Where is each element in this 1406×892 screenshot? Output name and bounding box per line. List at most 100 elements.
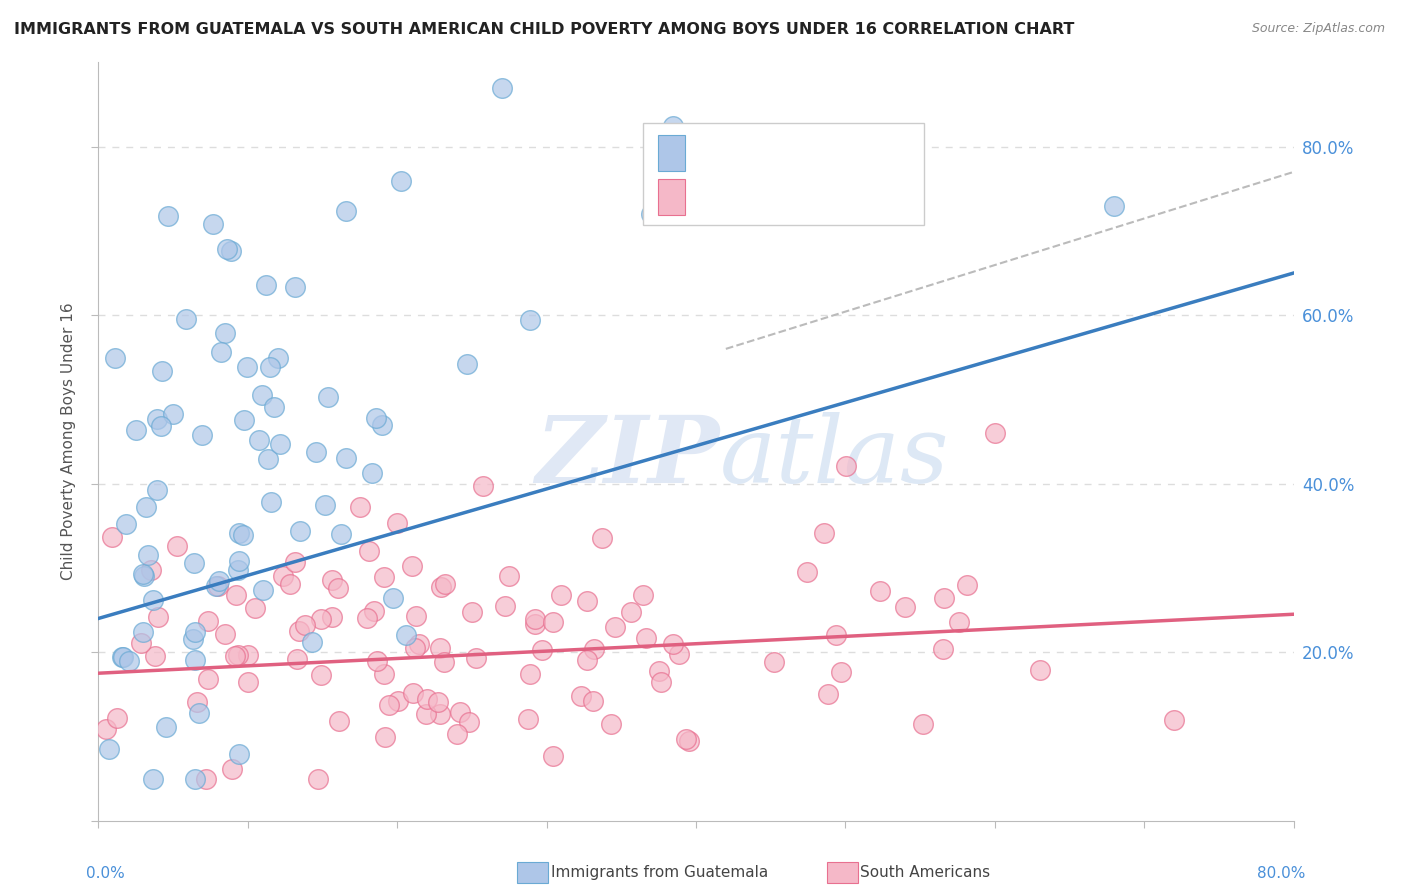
- Point: [166, 539, 188, 553]
- Point: [830, 665, 852, 680]
- Point: [415, 706, 437, 721]
- Point: [115, 517, 138, 532]
- Point: [250, 388, 273, 402]
- Point: [373, 569, 395, 583]
- Point: [209, 345, 232, 359]
- Point: [150, 419, 173, 434]
- Point: [288, 524, 311, 538]
- Point: [236, 359, 259, 374]
- Point: [385, 516, 408, 530]
- Point: [197, 672, 219, 686]
- Point: [894, 600, 917, 615]
- Point: [284, 280, 307, 294]
- Point: [429, 640, 451, 655]
- Point: [183, 653, 205, 667]
- Text: 0.116: 0.116: [733, 188, 785, 206]
- Point: [136, 548, 159, 562]
- Text: R =: R =: [690, 145, 725, 162]
- Y-axis label: Child Poverty Among Boys Under 16: Child Poverty Among Boys Under 16: [60, 302, 76, 581]
- Point: [763, 655, 786, 669]
- Text: Immigrants from Guatemala: Immigrants from Guatemala: [551, 865, 769, 880]
- Point: [825, 628, 848, 642]
- Point: [188, 706, 211, 720]
- Point: [249, 433, 271, 447]
- Point: [162, 408, 184, 422]
- Point: [931, 641, 953, 656]
- Point: [301, 634, 323, 648]
- Point: [129, 636, 152, 650]
- Text: R =: R =: [690, 188, 725, 206]
- Point: [225, 588, 247, 602]
- Point: [236, 648, 259, 662]
- Point: [869, 584, 891, 599]
- Point: [433, 577, 456, 591]
- Point: [912, 717, 935, 731]
- Text: Source: ZipAtlas.com: Source: ZipAtlas.com: [1251, 22, 1385, 36]
- Point: [446, 726, 468, 740]
- Point: [112, 650, 135, 665]
- Point: [236, 675, 259, 690]
- Point: [132, 567, 155, 582]
- Point: [259, 495, 281, 509]
- Point: [143, 648, 166, 663]
- Point: [207, 579, 229, 593]
- Point: [366, 654, 388, 668]
- Point: [111, 650, 134, 665]
- Point: [1029, 663, 1052, 677]
- Point: [524, 617, 547, 632]
- Point: [174, 311, 197, 326]
- Point: [157, 209, 180, 223]
- Point: [404, 641, 426, 656]
- Point: [389, 174, 412, 188]
- Point: [146, 610, 169, 624]
- Point: [183, 556, 205, 570]
- Point: [357, 544, 380, 558]
- Point: [150, 364, 173, 378]
- Point: [576, 593, 599, 607]
- Point: [245, 600, 267, 615]
- Point: [252, 583, 274, 598]
- Point: [401, 558, 423, 573]
- Point: [494, 599, 516, 614]
- Point: [523, 612, 546, 626]
- Point: [118, 654, 141, 668]
- Point: [465, 651, 488, 665]
- Point: [335, 450, 357, 465]
- Point: [648, 664, 671, 678]
- Point: [263, 400, 285, 414]
- Point: [361, 466, 384, 480]
- Point: [363, 604, 385, 618]
- Point: [254, 278, 277, 293]
- Point: [364, 410, 387, 425]
- Point: [661, 119, 683, 133]
- Point: [349, 500, 371, 514]
- Point: [675, 732, 697, 747]
- Point: [650, 675, 672, 690]
- Point: [371, 418, 394, 433]
- Point: [101, 530, 124, 544]
- Point: [328, 714, 350, 729]
- Point: [433, 655, 456, 669]
- Point: [429, 707, 451, 722]
- Point: [394, 627, 416, 641]
- Point: [215, 243, 238, 257]
- Point: [517, 712, 540, 726]
- Point: [678, 734, 700, 748]
- Point: [531, 643, 554, 657]
- Point: [142, 772, 165, 786]
- Point: [307, 772, 329, 786]
- Point: [294, 617, 316, 632]
- Point: [948, 615, 970, 630]
- Point: [321, 609, 343, 624]
- Point: [228, 554, 250, 568]
- Point: [582, 694, 605, 708]
- Point: [125, 423, 148, 437]
- Point: [311, 612, 333, 626]
- Point: [541, 615, 564, 629]
- Text: 0.386: 0.386: [733, 145, 785, 162]
- Point: [402, 686, 425, 700]
- Text: 0.0%: 0.0%: [87, 866, 125, 881]
- Point: [191, 427, 214, 442]
- Point: [329, 527, 352, 541]
- Point: [145, 412, 167, 426]
